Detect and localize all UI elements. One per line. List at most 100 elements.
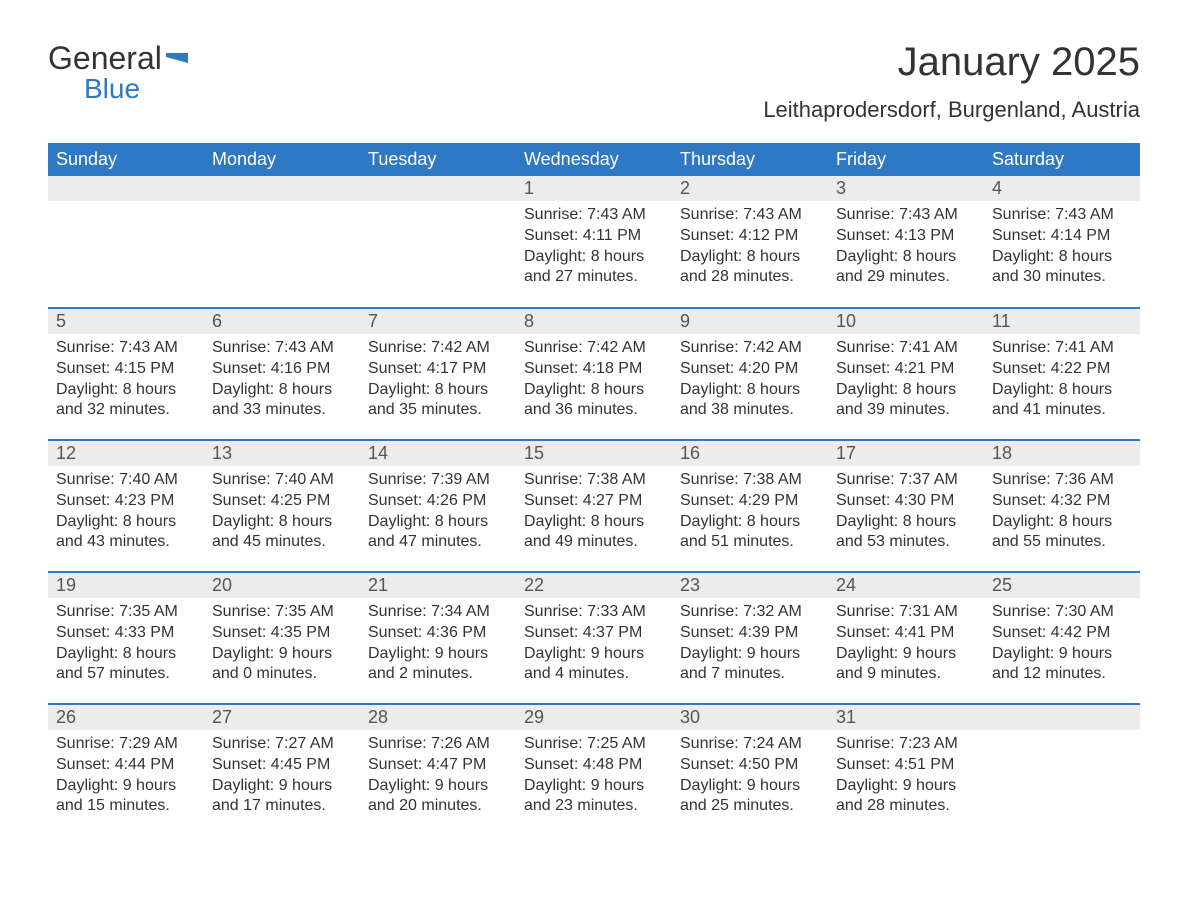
- day-data: Sunrise: 7:35 AMSunset: 4:33 PMDaylight:…: [48, 598, 204, 693]
- calendar-day-cell: [984, 704, 1140, 836]
- daylight-text-1: Daylight: 9 hours: [212, 776, 352, 797]
- weekday-header: Saturday: [984, 143, 1140, 176]
- day-data: Sunrise: 7:23 AMSunset: 4:51 PMDaylight:…: [828, 730, 984, 825]
- day-number: 31: [828, 705, 984, 730]
- day-number: [204, 176, 360, 201]
- calendar-day-cell: 5Sunrise: 7:43 AMSunset: 4:15 PMDaylight…: [48, 308, 204, 440]
- daylight-text-2: and 39 minutes.: [836, 400, 976, 421]
- daylight-text-1: Daylight: 8 hours: [836, 247, 976, 268]
- sunset-text: Sunset: 4:45 PM: [212, 755, 352, 776]
- sunset-text: Sunset: 4:39 PM: [680, 623, 820, 644]
- calendar-day-cell: 20Sunrise: 7:35 AMSunset: 4:35 PMDayligh…: [204, 572, 360, 704]
- sunrise-text: Sunrise: 7:24 AM: [680, 734, 820, 755]
- sunrise-text: Sunrise: 7:43 AM: [212, 338, 352, 359]
- calendar-day-cell: 19Sunrise: 7:35 AMSunset: 4:33 PMDayligh…: [48, 572, 204, 704]
- sunset-text: Sunset: 4:26 PM: [368, 491, 508, 512]
- calendar-day-cell: 9Sunrise: 7:42 AMSunset: 4:20 PMDaylight…: [672, 308, 828, 440]
- sunrise-text: Sunrise: 7:32 AM: [680, 602, 820, 623]
- sunset-text: Sunset: 4:35 PM: [212, 623, 352, 644]
- day-data: Sunrise: 7:37 AMSunset: 4:30 PMDaylight:…: [828, 466, 984, 561]
- day-data: Sunrise: 7:35 AMSunset: 4:35 PMDaylight:…: [204, 598, 360, 693]
- day-data: Sunrise: 7:38 AMSunset: 4:29 PMDaylight:…: [672, 466, 828, 561]
- day-data: Sunrise: 7:43 AMSunset: 4:15 PMDaylight:…: [48, 334, 204, 429]
- calendar-day-cell: 30Sunrise: 7:24 AMSunset: 4:50 PMDayligh…: [672, 704, 828, 836]
- day-number: 17: [828, 441, 984, 466]
- day-data: [360, 201, 516, 213]
- calendar-day-cell: 10Sunrise: 7:41 AMSunset: 4:21 PMDayligh…: [828, 308, 984, 440]
- calendar-day-cell: 15Sunrise: 7:38 AMSunset: 4:27 PMDayligh…: [516, 440, 672, 572]
- day-data: Sunrise: 7:39 AMSunset: 4:26 PMDaylight:…: [360, 466, 516, 561]
- daylight-text-1: Daylight: 9 hours: [368, 644, 508, 665]
- daylight-text-2: and 4 minutes.: [524, 664, 664, 685]
- daylight-text-2: and 43 minutes.: [56, 532, 196, 553]
- daylight-text-2: and 27 minutes.: [524, 267, 664, 288]
- day-number: 13: [204, 441, 360, 466]
- sunset-text: Sunset: 4:16 PM: [212, 359, 352, 380]
- daylight-text-2: and 12 minutes.: [992, 664, 1132, 685]
- day-number: 11: [984, 309, 1140, 334]
- sunset-text: Sunset: 4:15 PM: [56, 359, 196, 380]
- daylight-text-1: Daylight: 8 hours: [212, 512, 352, 533]
- calendar-day-cell: 8Sunrise: 7:42 AMSunset: 4:18 PMDaylight…: [516, 308, 672, 440]
- day-number: 22: [516, 573, 672, 598]
- calendar-day-cell: 3Sunrise: 7:43 AMSunset: 4:13 PMDaylight…: [828, 176, 984, 308]
- daylight-text-1: Daylight: 8 hours: [836, 512, 976, 533]
- calendar-day-cell: 11Sunrise: 7:41 AMSunset: 4:22 PMDayligh…: [984, 308, 1140, 440]
- day-data: [204, 201, 360, 213]
- day-data: Sunrise: 7:43 AMSunset: 4:14 PMDaylight:…: [984, 201, 1140, 296]
- day-number: 15: [516, 441, 672, 466]
- sunrise-text: Sunrise: 7:30 AM: [992, 602, 1132, 623]
- sunrise-text: Sunrise: 7:42 AM: [524, 338, 664, 359]
- daylight-text-2: and 2 minutes.: [368, 664, 508, 685]
- day-number: 10: [828, 309, 984, 334]
- sunrise-text: Sunrise: 7:38 AM: [680, 470, 820, 491]
- calendar-day-cell: 24Sunrise: 7:31 AMSunset: 4:41 PMDayligh…: [828, 572, 984, 704]
- day-data: Sunrise: 7:41 AMSunset: 4:21 PMDaylight:…: [828, 334, 984, 429]
- day-number: 30: [672, 705, 828, 730]
- daylight-text-2: and 17 minutes.: [212, 796, 352, 817]
- sunrise-text: Sunrise: 7:25 AM: [524, 734, 664, 755]
- day-number: 28: [360, 705, 516, 730]
- calendar-day-cell: 1Sunrise: 7:43 AMSunset: 4:11 PMDaylight…: [516, 176, 672, 308]
- daylight-text-1: Daylight: 9 hours: [836, 644, 976, 665]
- sunrise-text: Sunrise: 7:35 AM: [212, 602, 352, 623]
- daylight-text-1: Daylight: 8 hours: [992, 380, 1132, 401]
- sunset-text: Sunset: 4:18 PM: [524, 359, 664, 380]
- sunrise-text: Sunrise: 7:42 AM: [680, 338, 820, 359]
- day-data: Sunrise: 7:29 AMSunset: 4:44 PMDaylight:…: [48, 730, 204, 825]
- daylight-text-2: and 25 minutes.: [680, 796, 820, 817]
- sunrise-text: Sunrise: 7:43 AM: [680, 205, 820, 226]
- daylight-text-2: and 28 minutes.: [836, 796, 976, 817]
- day-number: [48, 176, 204, 201]
- sunset-text: Sunset: 4:14 PM: [992, 226, 1132, 247]
- day-data: Sunrise: 7:26 AMSunset: 4:47 PMDaylight:…: [360, 730, 516, 825]
- sunrise-text: Sunrise: 7:31 AM: [836, 602, 976, 623]
- page-title: January 2025: [763, 40, 1140, 85]
- sunrise-text: Sunrise: 7:43 AM: [836, 205, 976, 226]
- sunrise-text: Sunrise: 7:38 AM: [524, 470, 664, 491]
- daylight-text-2: and 23 minutes.: [524, 796, 664, 817]
- daylight-text-2: and 30 minutes.: [992, 267, 1132, 288]
- daylight-text-1: Daylight: 8 hours: [992, 512, 1132, 533]
- calendar-day-cell: 13Sunrise: 7:40 AMSunset: 4:25 PMDayligh…: [204, 440, 360, 572]
- sunrise-text: Sunrise: 7:26 AM: [368, 734, 508, 755]
- weekday-header: Sunday: [48, 143, 204, 176]
- sunset-text: Sunset: 4:42 PM: [992, 623, 1132, 644]
- day-data: Sunrise: 7:24 AMSunset: 4:50 PMDaylight:…: [672, 730, 828, 825]
- sunrise-text: Sunrise: 7:33 AM: [524, 602, 664, 623]
- sunset-text: Sunset: 4:20 PM: [680, 359, 820, 380]
- day-number: 19: [48, 573, 204, 598]
- calendar-day-cell: 18Sunrise: 7:36 AMSunset: 4:32 PMDayligh…: [984, 440, 1140, 572]
- day-number: 21: [360, 573, 516, 598]
- daylight-text-1: Daylight: 8 hours: [368, 380, 508, 401]
- calendar-day-cell: 29Sunrise: 7:25 AMSunset: 4:48 PMDayligh…: [516, 704, 672, 836]
- daylight-text-1: Daylight: 9 hours: [56, 776, 196, 797]
- daylight-text-1: Daylight: 8 hours: [368, 512, 508, 533]
- daylight-text-2: and 35 minutes.: [368, 400, 508, 421]
- daylight-text-1: Daylight: 8 hours: [56, 512, 196, 533]
- daylight-text-2: and 55 minutes.: [992, 532, 1132, 553]
- day-number: 20: [204, 573, 360, 598]
- day-data: [984, 730, 1140, 742]
- sunrise-text: Sunrise: 7:23 AM: [836, 734, 976, 755]
- day-number: 18: [984, 441, 1140, 466]
